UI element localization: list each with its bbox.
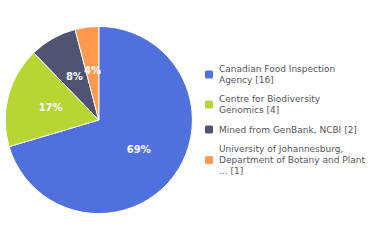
svg-text:4%: 4% — [84, 65, 101, 76]
svg-text:Agency [16]: Agency [16] — [219, 75, 274, 85]
svg-text:Genomics [4]: Genomics [4] — [219, 105, 279, 115]
svg-text:Centre for Biodiversity: Centre for Biodiversity — [219, 94, 321, 104]
svg-text:8%: 8% — [66, 71, 83, 82]
svg-text:69%: 69% — [127, 144, 151, 155]
svg-text:Mined from GenBank, NCBI [2]: Mined from GenBank, NCBI [2] — [219, 125, 357, 135]
svg-text:... [1]: ... [1] — [219, 166, 243, 176]
svg-text:Department of Botany and Plant: Department of Botany and Plant — [219, 155, 365, 165]
svg-text:17%: 17% — [39, 102, 63, 113]
svg-text:University of Johannesburg,: University of Johannesburg, — [219, 144, 343, 154]
svg-text:Canadian Food Inspection: Canadian Food Inspection — [219, 64, 335, 74]
